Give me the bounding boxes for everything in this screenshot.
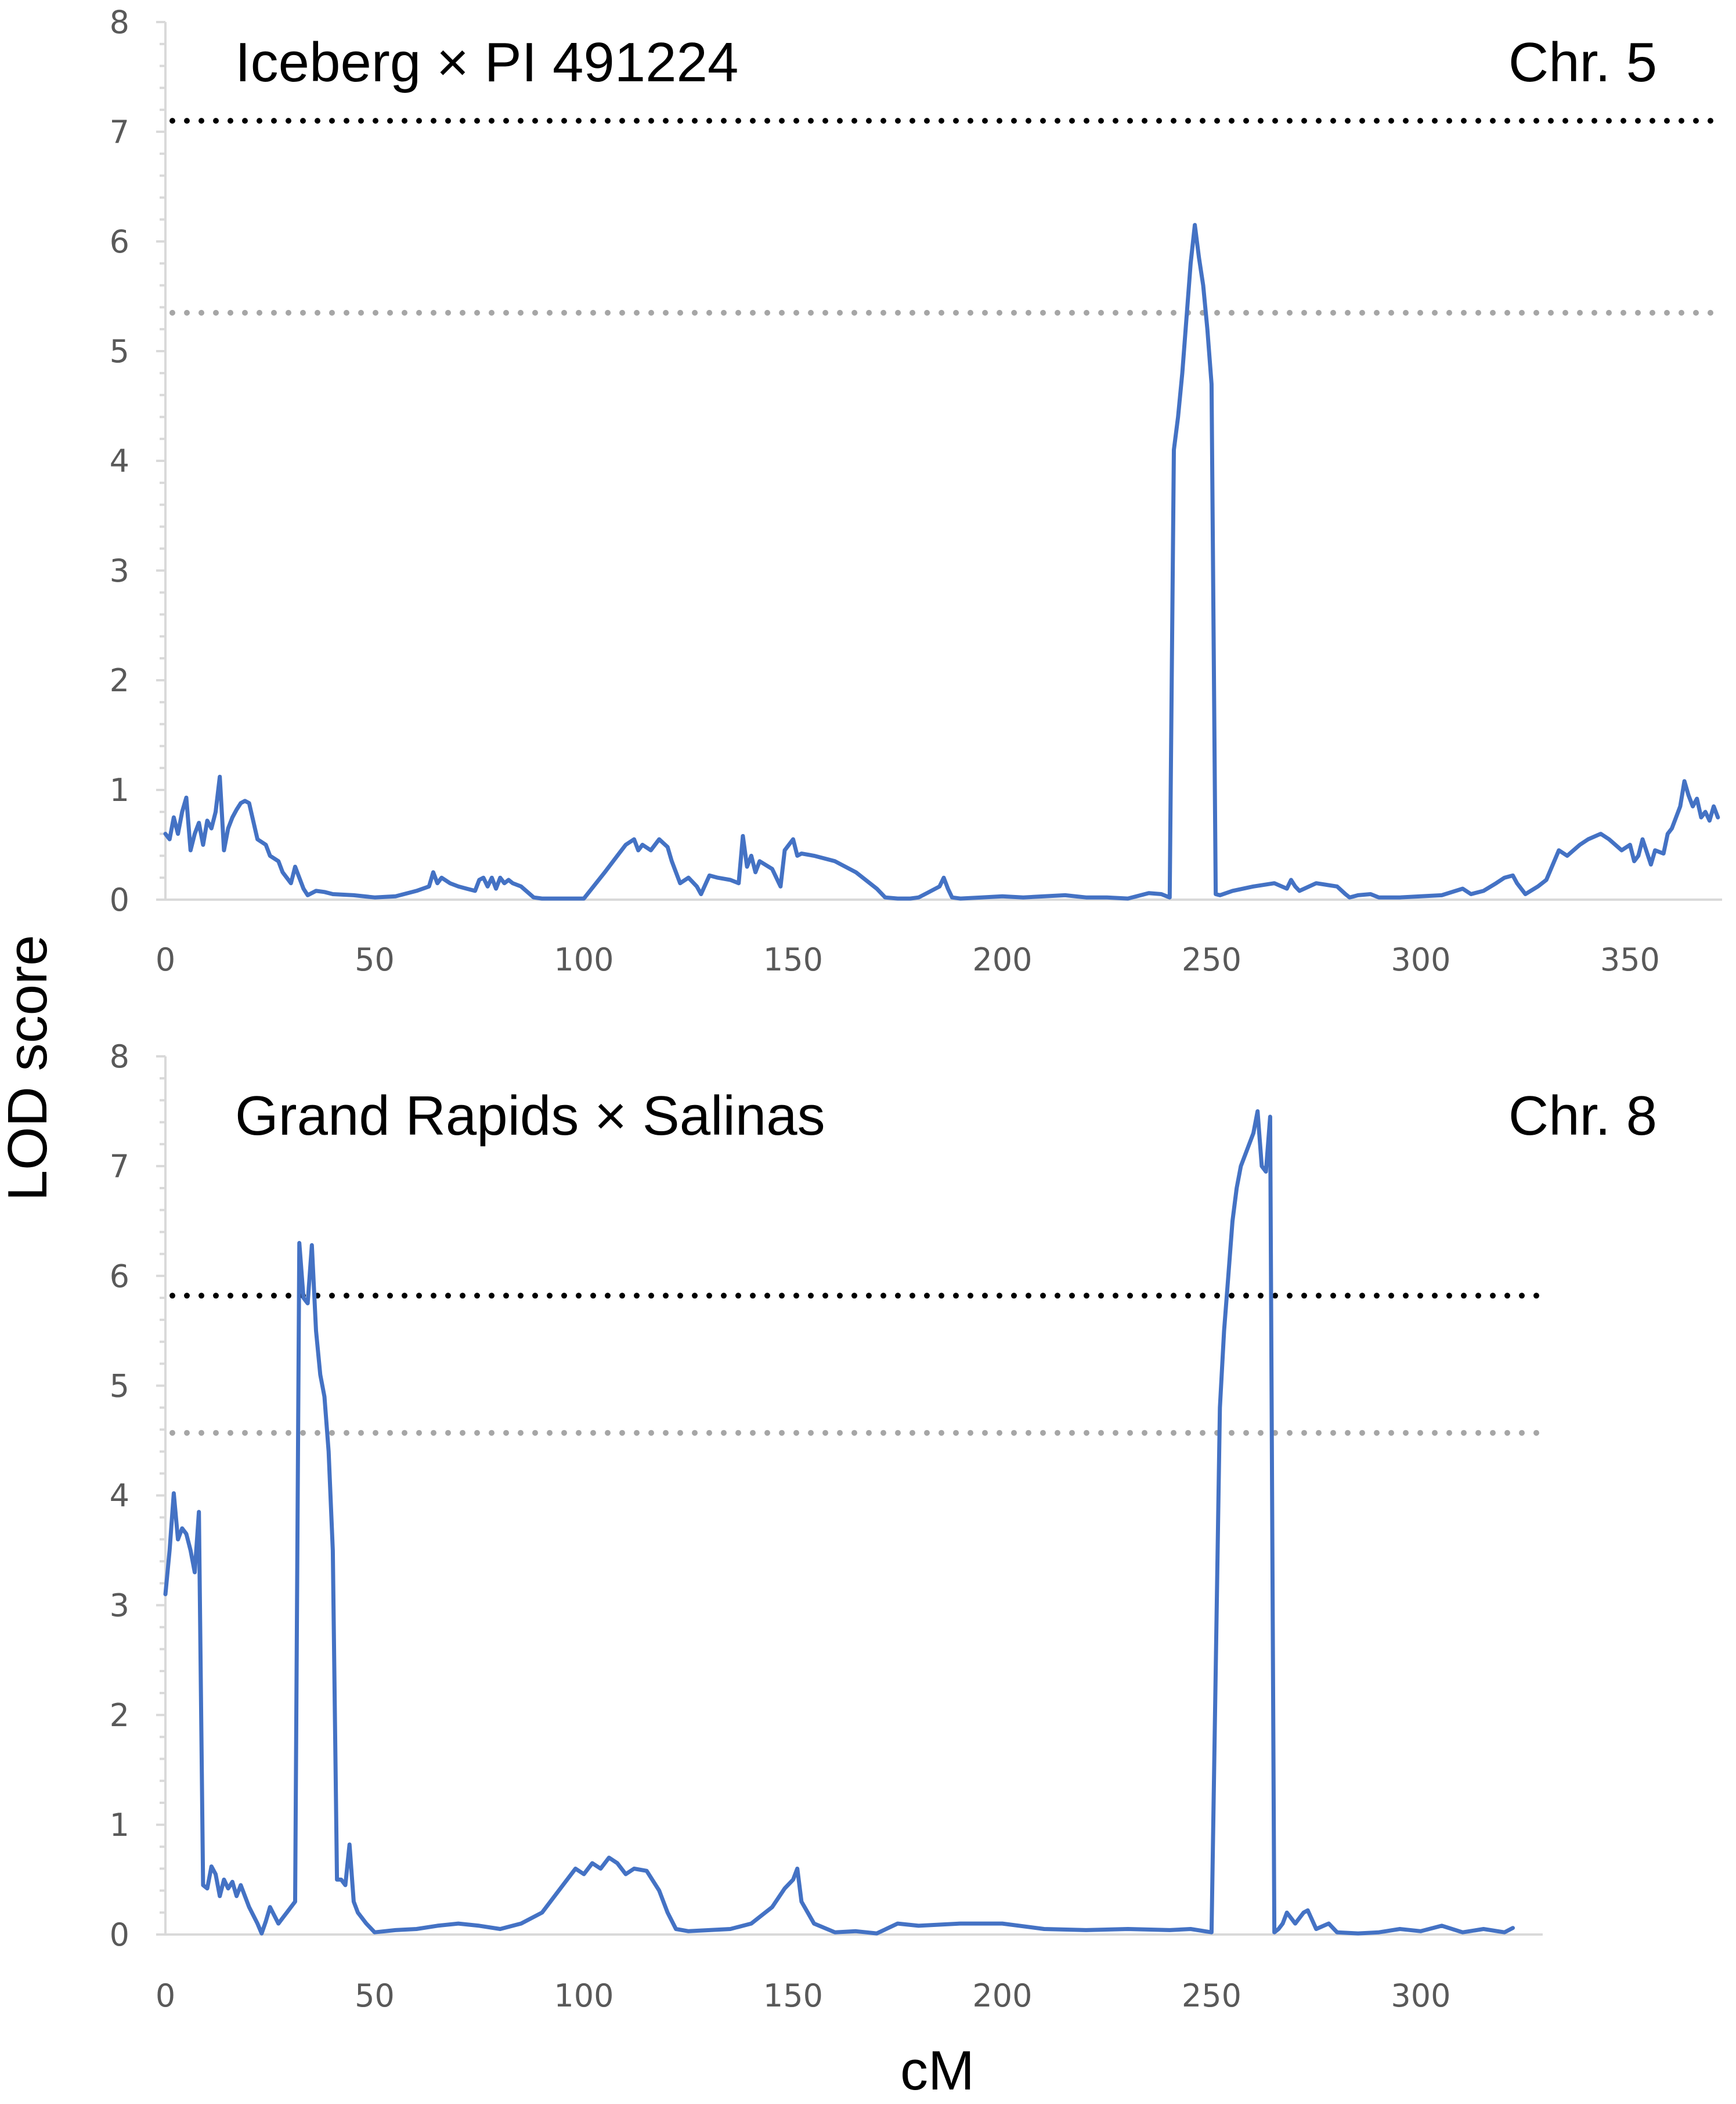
chromosome-label-bottom: Chr. 8 xyxy=(1508,1085,1657,1147)
y-tick-label: 0 xyxy=(110,1917,129,1953)
x-tick-label: 300 xyxy=(1391,1977,1450,2014)
x-tick-label: 150 xyxy=(763,941,823,978)
y-tick-label: 0 xyxy=(110,882,129,918)
y-tick-label: 1 xyxy=(110,1807,129,1843)
y-tick-label: 3 xyxy=(110,1587,129,1624)
x-tick-label: 200 xyxy=(972,941,1032,978)
x-tick-label: 100 xyxy=(554,941,613,978)
y-tick-label: 4 xyxy=(110,1478,129,1514)
x-tick-label: 0 xyxy=(156,1977,175,2014)
x-tick-label: 0 xyxy=(156,941,175,978)
x-tick-label: 50 xyxy=(355,1977,395,2014)
y-axis-title: LOD score xyxy=(0,935,59,1201)
chromosome-label-top: Chr. 5 xyxy=(1508,31,1657,93)
y-tick-label: 2 xyxy=(110,1697,129,1734)
chart-panel-top: Iceberg × PI 491224 Chr. 5 0 1 2 3 4 5 6 7 8 0 50 1… xyxy=(110,4,1725,978)
y-tick-label: 4 xyxy=(110,443,129,479)
y-tick-label: 6 xyxy=(110,223,129,260)
lod-series-line xyxy=(163,1109,1515,1936)
y-tick-label: 5 xyxy=(110,1367,129,1404)
y-tick-label: 7 xyxy=(110,114,129,150)
chart-panel-bottom: Grand Rapids × Salinas Chr. 8 0 1 2 3 4 5 6 7 8 0… xyxy=(110,1038,1657,2014)
x-tick-label: 350 xyxy=(1600,941,1660,978)
x-tick-label: 150 xyxy=(763,1977,823,2014)
panel-title-bottom: Grand Rapids × Salinas xyxy=(235,1085,825,1147)
y-tick-label: 8 xyxy=(110,4,129,41)
y-tick-label: 5 xyxy=(110,333,129,370)
x-axis-title: cM xyxy=(900,2040,975,2102)
x-tick-label: 300 xyxy=(1391,941,1450,978)
x-tick-label: 250 xyxy=(1182,941,1241,978)
y-tick-label: 7 xyxy=(110,1148,129,1185)
lod-series-line xyxy=(163,223,1720,901)
y-tick-label: 2 xyxy=(110,662,129,699)
panel-title-top: Iceberg × PI 491224 xyxy=(235,31,738,93)
y-tick-label: 1 xyxy=(110,772,129,809)
x-tick-label: 250 xyxy=(1182,1977,1241,2014)
y-tick-label: 8 xyxy=(110,1038,129,1075)
x-tick-label: 50 xyxy=(355,941,395,978)
y-tick-label: 3 xyxy=(110,553,129,589)
x-tick-label: 100 xyxy=(554,1977,613,2014)
x-tick-label: 200 xyxy=(972,1977,1032,2014)
y-tick-label: 6 xyxy=(110,1258,129,1294)
